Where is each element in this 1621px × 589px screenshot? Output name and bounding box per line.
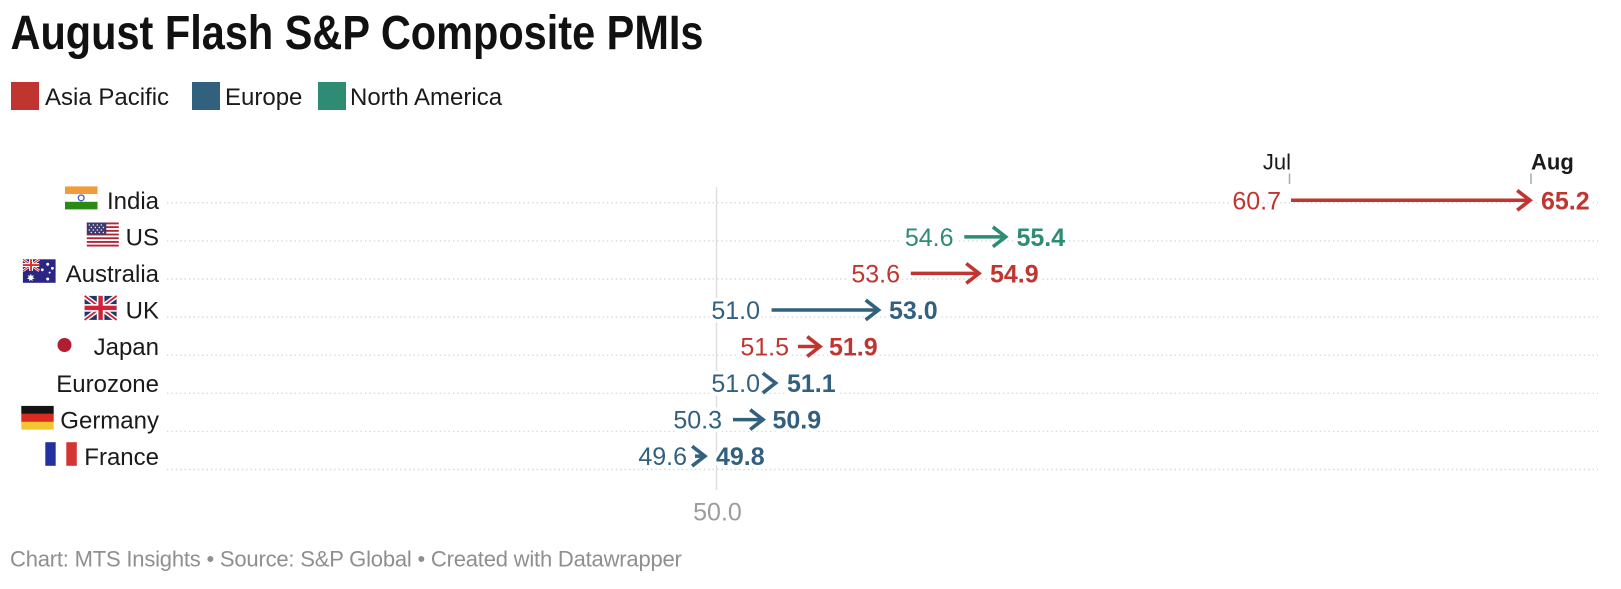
svg-text:France: France [84,444,159,471]
svg-text:53.0: 53.0 [889,297,938,325]
svg-text:51.5: 51.5 [740,334,789,362]
svg-text:India: India [107,188,160,215]
svg-text:60.7: 60.7 [1232,187,1281,215]
svg-text:55.4: 55.4 [1017,224,1066,252]
svg-text:50.0: 50.0 [693,498,742,526]
svg-text:Europe: Europe [225,84,302,111]
svg-text:53.6: 53.6 [851,260,900,288]
svg-text:50.3: 50.3 [673,407,722,435]
svg-text:UK: UK [126,298,159,325]
svg-text:65.2: 65.2 [1541,187,1590,215]
svg-text:49.8: 49.8 [716,443,765,471]
svg-text:August Flash S&P Composite PMI: August Flash S&P Composite PMIs [11,7,704,60]
svg-text:Asia Pacific: Asia Pacific [45,84,169,111]
svg-text:51.1: 51.1 [787,370,836,398]
svg-text:54.6: 54.6 [905,224,954,252]
svg-text:49.6: 49.6 [638,443,687,471]
svg-text:51.0: 51.0 [711,297,760,325]
svg-text:Aug: Aug [1531,150,1574,175]
svg-text:50.9: 50.9 [773,407,822,435]
svg-text:51.0: 51.0 [711,370,760,398]
svg-text:Chart: MTS Insights • Source:: Chart: MTS Insights • Source: S&P Global… [10,547,682,572]
svg-text:Germany: Germany [60,407,159,434]
svg-text:US: US [126,225,159,252]
svg-text:Japan: Japan [94,334,159,361]
svg-text:51.9: 51.9 [829,334,878,362]
svg-text:Australia: Australia [66,261,160,288]
svg-text:Eurozone: Eurozone [56,371,159,398]
svg-text:North America: North America [350,84,503,111]
svg-text:54.9: 54.9 [990,260,1039,288]
svg-text:Jul: Jul [1263,150,1291,175]
